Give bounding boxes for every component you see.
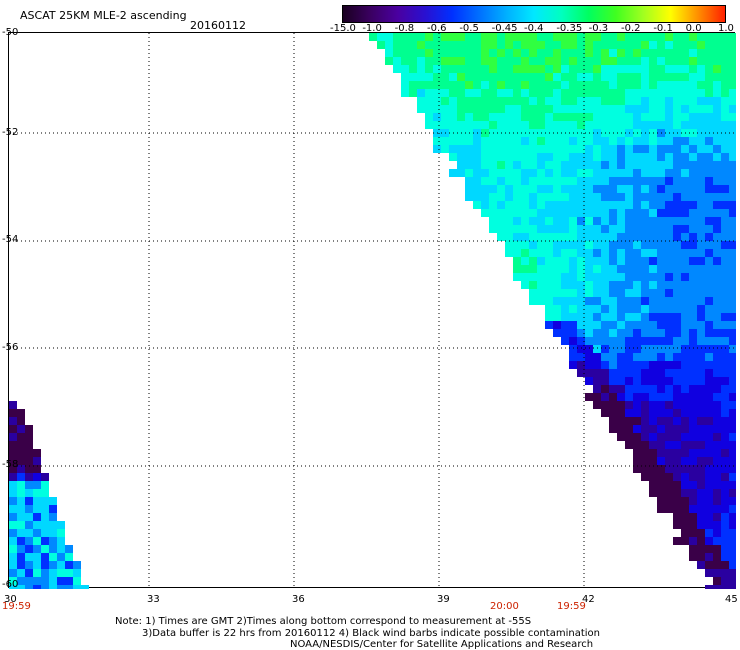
color-scale-label: -0.5 xyxy=(459,23,479,34)
wind-field-map xyxy=(9,33,736,589)
graticule xyxy=(9,33,736,589)
lat-label-52: -52 xyxy=(2,127,19,138)
color-scale-label: -0.2 xyxy=(621,23,641,34)
color-scale-label: 0.0 xyxy=(685,23,702,34)
lon-label-42: 42 xyxy=(582,594,595,605)
lon-label-39: 39 xyxy=(437,594,450,605)
color-scale-label: 1.0 xyxy=(718,23,734,34)
color-scale-label: -0.1 xyxy=(653,23,673,34)
lat-label-54: -54 xyxy=(2,234,19,245)
lon-label-30: 30 xyxy=(4,594,17,605)
product-title: ASCAT 25KM MLE-2 ascending xyxy=(20,9,187,22)
note-line-1: Note: 1) Times are GMT 2)Times along bot… xyxy=(115,616,532,627)
lat-label-60: -60 xyxy=(2,579,19,590)
color-scale-label: -0.3 xyxy=(588,23,609,34)
lat-label-50: -50 xyxy=(2,27,19,38)
time-label-mid: 20:00 xyxy=(490,601,519,612)
lat-label-58: -58 xyxy=(2,459,19,470)
lon-label-36: 36 xyxy=(292,594,305,605)
swath-pixels xyxy=(9,33,736,589)
color-scale-label: -1.0 xyxy=(362,23,382,34)
product-date: 20160112 xyxy=(190,19,246,32)
color-scale-label: -0.35 xyxy=(556,23,583,34)
note-line-2: 3)Data buffer is 22 hrs from 20160112 4)… xyxy=(142,628,600,639)
color-scale-label: -0.45 xyxy=(491,23,518,34)
color-scale-label: -15.0 xyxy=(330,23,356,34)
color-scale-label: -0.6 xyxy=(427,23,447,34)
color-scale-label: -0.8 xyxy=(394,23,415,34)
time-label-right: 19:59 xyxy=(557,601,586,612)
lat-label-56: -56 xyxy=(2,342,19,353)
wind-map-plot xyxy=(8,32,736,589)
note-line-3: NOAA/NESDIS/Center for Satellite Applica… xyxy=(290,639,594,650)
lon-label-45: 45 xyxy=(725,594,738,605)
color-scale-bar xyxy=(342,5,726,23)
lon-label-33: 33 xyxy=(147,594,160,605)
time-label-left: 19:59 xyxy=(2,601,31,612)
color-scale-label: -0.4 xyxy=(524,23,544,34)
